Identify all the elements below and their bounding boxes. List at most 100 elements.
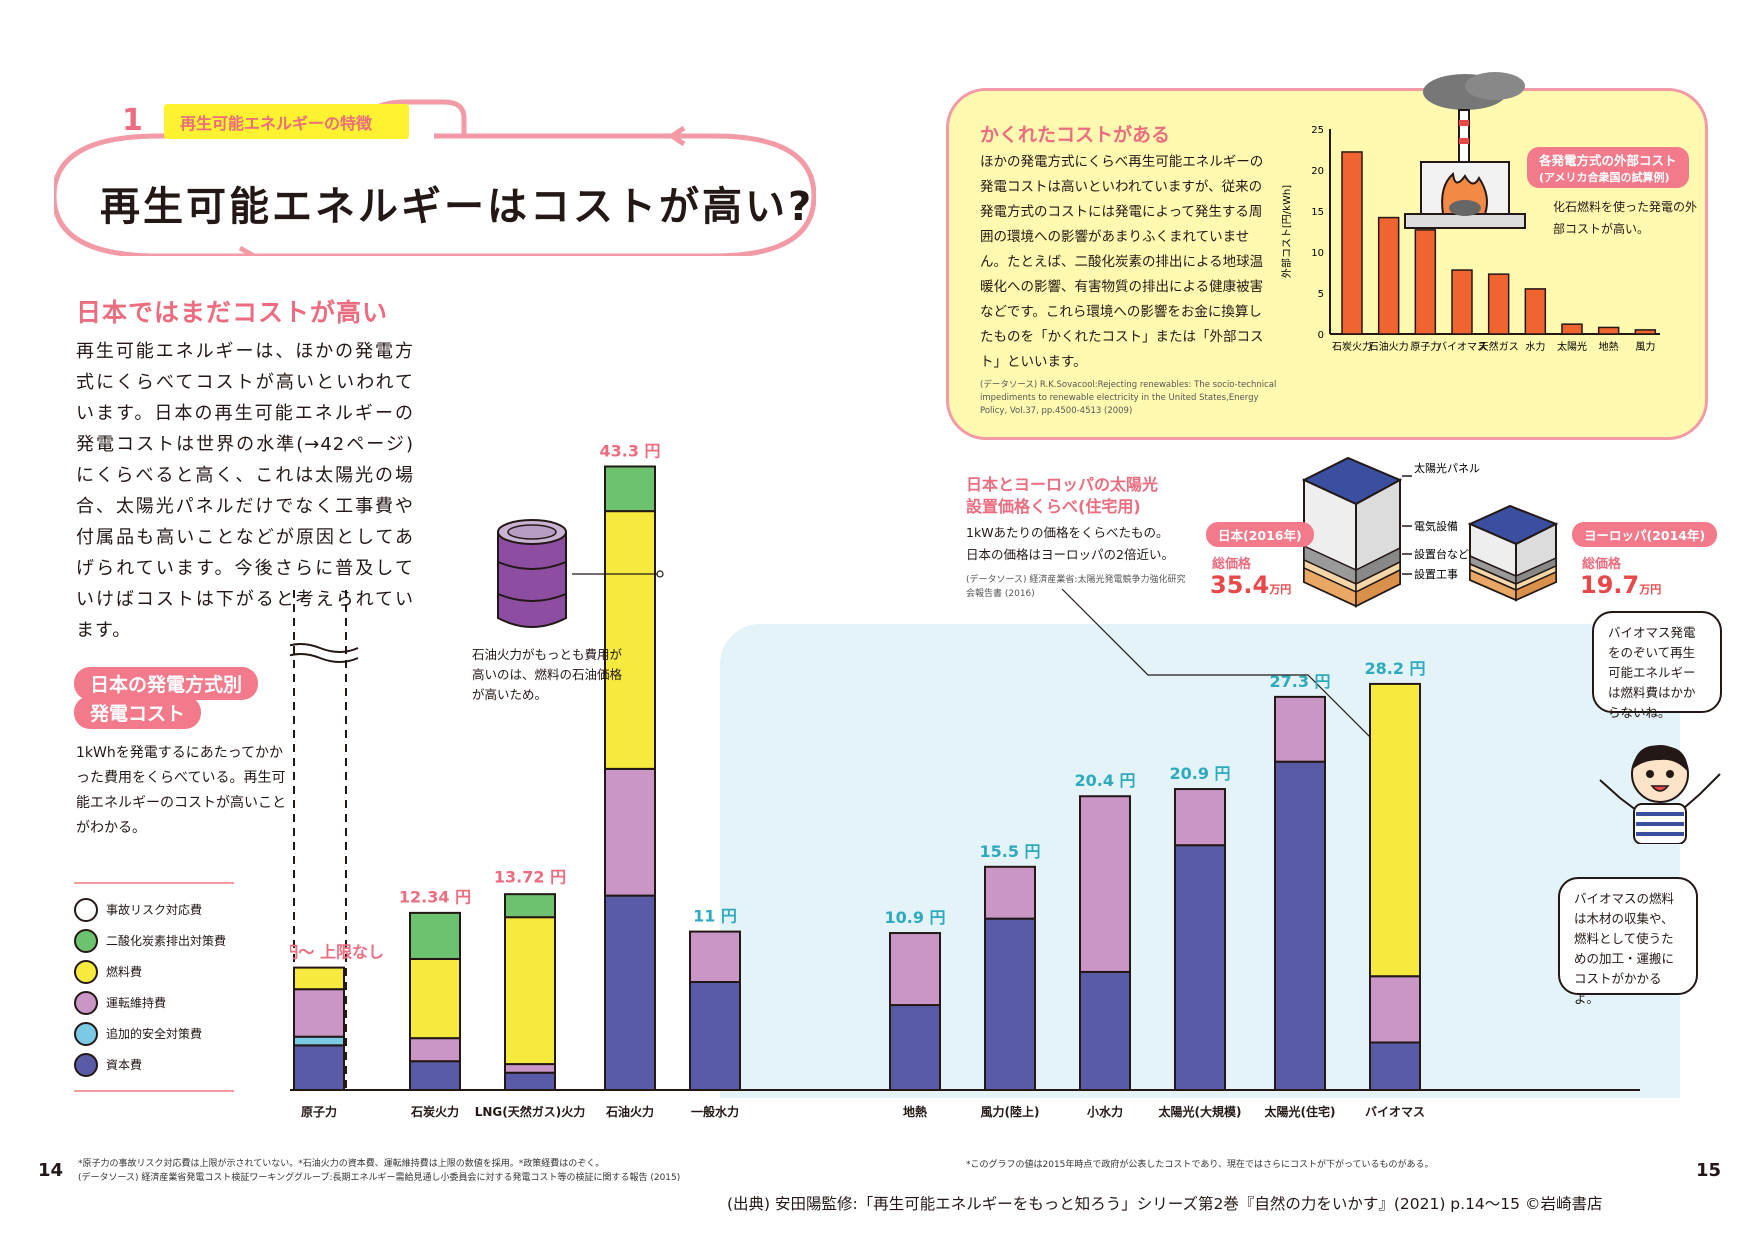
ext-bar [1561, 323, 1583, 335]
bar-total-label: 10.9 円 [884, 908, 945, 927]
page-title: 再生可能エネルギーはコストが高い? [100, 184, 815, 230]
bar-total-label: 27.3 円 [1269, 672, 1330, 691]
left-body-text: 再生可能エネルギーは、ほかの発電方式にくらべてコストが高いといわれています。日本… [76, 341, 414, 641]
ext-bar [1341, 151, 1363, 335]
bar-segment [504, 893, 556, 919]
legend-label: 燃料費 [106, 965, 143, 979]
bar-segment [409, 1060, 461, 1092]
solar-heading-line1: 日本とヨーロッパの太陽光 [966, 475, 1159, 494]
legend-swatch [74, 1052, 98, 1077]
category-label: 地熱 [903, 1104, 927, 1119]
category-label: 原子力 [301, 1104, 337, 1119]
bar-total-label: 28.2 円 [1364, 659, 1425, 678]
bar-segment [504, 916, 556, 1066]
chart-title-pill-line1: 日本の発電方式別 [74, 667, 259, 700]
legend-item: 追加的安全対策費 [74, 1018, 234, 1049]
bar-segment [1174, 788, 1226, 847]
ext-bar [1597, 326, 1620, 335]
bar-segment [1079, 970, 1131, 1091]
ext-category-label: 風力 [1635, 340, 1655, 353]
ext-bar [1451, 269, 1473, 335]
child-illustration [1599, 745, 1721, 844]
bar-segment [604, 510, 656, 770]
bar-total-label: 12.34 円 [399, 887, 471, 906]
category-label: 一般水力 [691, 1104, 739, 1119]
speech-bubble-2: バイオマスの燃料は木材の収集や、燃料として使うための加工・運搬にコストがかかるよ… [1558, 877, 1698, 1006]
ext-bar [1634, 329, 1657, 335]
bar-segment [689, 981, 741, 1091]
y-tick-label: 0 [1318, 330, 1324, 341]
bar-segment [409, 957, 461, 1040]
footnote-left: *原子力の事故リスク対応費は上限が示されていない。*石油火力の資本費、運転維持費… [78, 1157, 728, 1185]
legend-item: 資本費 [74, 1049, 234, 1080]
external-cost-note: 化石燃料を使った発電の外部コストが高い。 [1553, 200, 1698, 236]
hidden-cost-panel [946, 88, 1708, 440]
legend-swatch [74, 1021, 98, 1046]
bar-segment [293, 1035, 345, 1047]
bar-total-label: 43.3 円 [599, 441, 660, 460]
europe-total-label: 総価格 [1582, 557, 1622, 572]
ext-category-label: 天然ガス [1479, 340, 1519, 353]
legend-label: 事故リスク対応費 [106, 903, 203, 917]
europe-tag: ヨーロッパ(2014年) [1572, 522, 1718, 547]
section-number: 1 [122, 103, 143, 138]
category-label: 太陽光(大規模) [1159, 1104, 1242, 1119]
axis-break-mark [290, 643, 359, 653]
ext-category-label: 原子力 [1410, 340, 1440, 353]
ext-category-label: 太陽光 [1557, 340, 1587, 353]
legend-swatch [74, 990, 98, 1015]
ext-category-label: 水力 [1525, 340, 1545, 353]
japan-total-label: 総価格 [1212, 557, 1252, 572]
bar-segment [604, 767, 656, 897]
solar-cost-comparison: 太陽光パネル 電気設備 設置台など 設置工事 [1301, 456, 1480, 608]
oil-pointer-line [572, 570, 664, 578]
solar-body-line2: 日本の価格はヨーロッパの2倍近い。 [966, 547, 1174, 562]
external-cost-tag-line1: 各発電方式の外部コスト [1539, 153, 1677, 168]
page-number-right: 15 [1696, 1160, 1722, 1181]
footnote-right: *このグラフの値は2015年時点で政府が公表したコストであり、現在ではさらにコス… [966, 1160, 1434, 1170]
bar-segment [504, 1063, 556, 1074]
bar-segment [1274, 760, 1326, 1091]
bar-segment [604, 465, 656, 513]
legend-item: 運転維持費 [74, 987, 234, 1018]
ext-category-label: 石炭火力 [1332, 340, 1372, 353]
solar-body: 1kWあたりの価格をくらべたもの。 日本の価格はヨーロッパの2倍近い。 [966, 522, 1174, 566]
bar-total-label: 15.5 円 [979, 842, 1040, 861]
factory-illustration [1404, 72, 1526, 229]
part-label-electric: 電気設備 [1414, 519, 1458, 533]
ext-category-label: 地熱 [1599, 340, 1619, 353]
external-cost-tag-line2: (アメリカ合衆国の試算例) [1539, 171, 1670, 184]
category-label: バイオマス [1365, 1105, 1425, 1119]
solar-body-line1: 1kWあたりの価格をくらべたもの。 [966, 525, 1169, 540]
ext-bar [1524, 288, 1547, 335]
bar-total-label: 20.9 円 [1169, 764, 1230, 783]
ext-bar [1487, 273, 1510, 335]
external-cost-tag: 各発電方式の外部コスト (アメリカ合衆国の試算例) [1527, 147, 1689, 188]
legend-swatch [74, 928, 98, 953]
bar-segment [1369, 975, 1421, 1044]
chart-legend: 事故リスク対応費 二酸化炭素排出対策費 燃料費 運転維持費 追加的安全対策費 資… [74, 882, 234, 1092]
bar-segment [504, 1071, 556, 1091]
speech-bubble-1: バイオマス発電をのぞいて再生可能エネルギーは燃料費はかからないね。 [1592, 611, 1722, 720]
part-label-mount: 設置台など [1414, 547, 1469, 561]
source-credit: (出典) 安田陽監修:「再生可能エネルギーをもっと知ろう」シリーズ第2巻『自然の… [727, 1195, 1603, 1213]
left-heading: 日本ではまだコストが高い [76, 298, 389, 327]
bar-total-label: 11 円 [693, 907, 737, 926]
legend-label: 追加的安全対策費 [106, 1027, 203, 1041]
bar-segment [889, 932, 941, 1007]
oil-note: 石油火力がもっとも費用が高いのは、燃料の石油価格が高いため。 [472, 647, 623, 702]
page-number-left: 14 [38, 1160, 64, 1181]
legend-label: 運転維持費 [106, 996, 167, 1010]
bar-segment [1369, 1041, 1421, 1091]
bar-total-label: 13.72 円 [494, 867, 566, 886]
category-label: 風力(陸上) [981, 1104, 1040, 1119]
bar-segment [293, 966, 345, 991]
solar-heading-line2: 設置価格くらべ(住宅用) [966, 497, 1141, 516]
bar-segment [1274, 695, 1326, 763]
legend-swatch [74, 897, 98, 922]
bar-segment [293, 988, 345, 1038]
bar-total-label: 8.5円〜 上限なし [290, 943, 384, 962]
ext-category-label: バイオマス [1437, 341, 1487, 353]
category-label: LNG(天然ガス)火力 [475, 1104, 586, 1119]
